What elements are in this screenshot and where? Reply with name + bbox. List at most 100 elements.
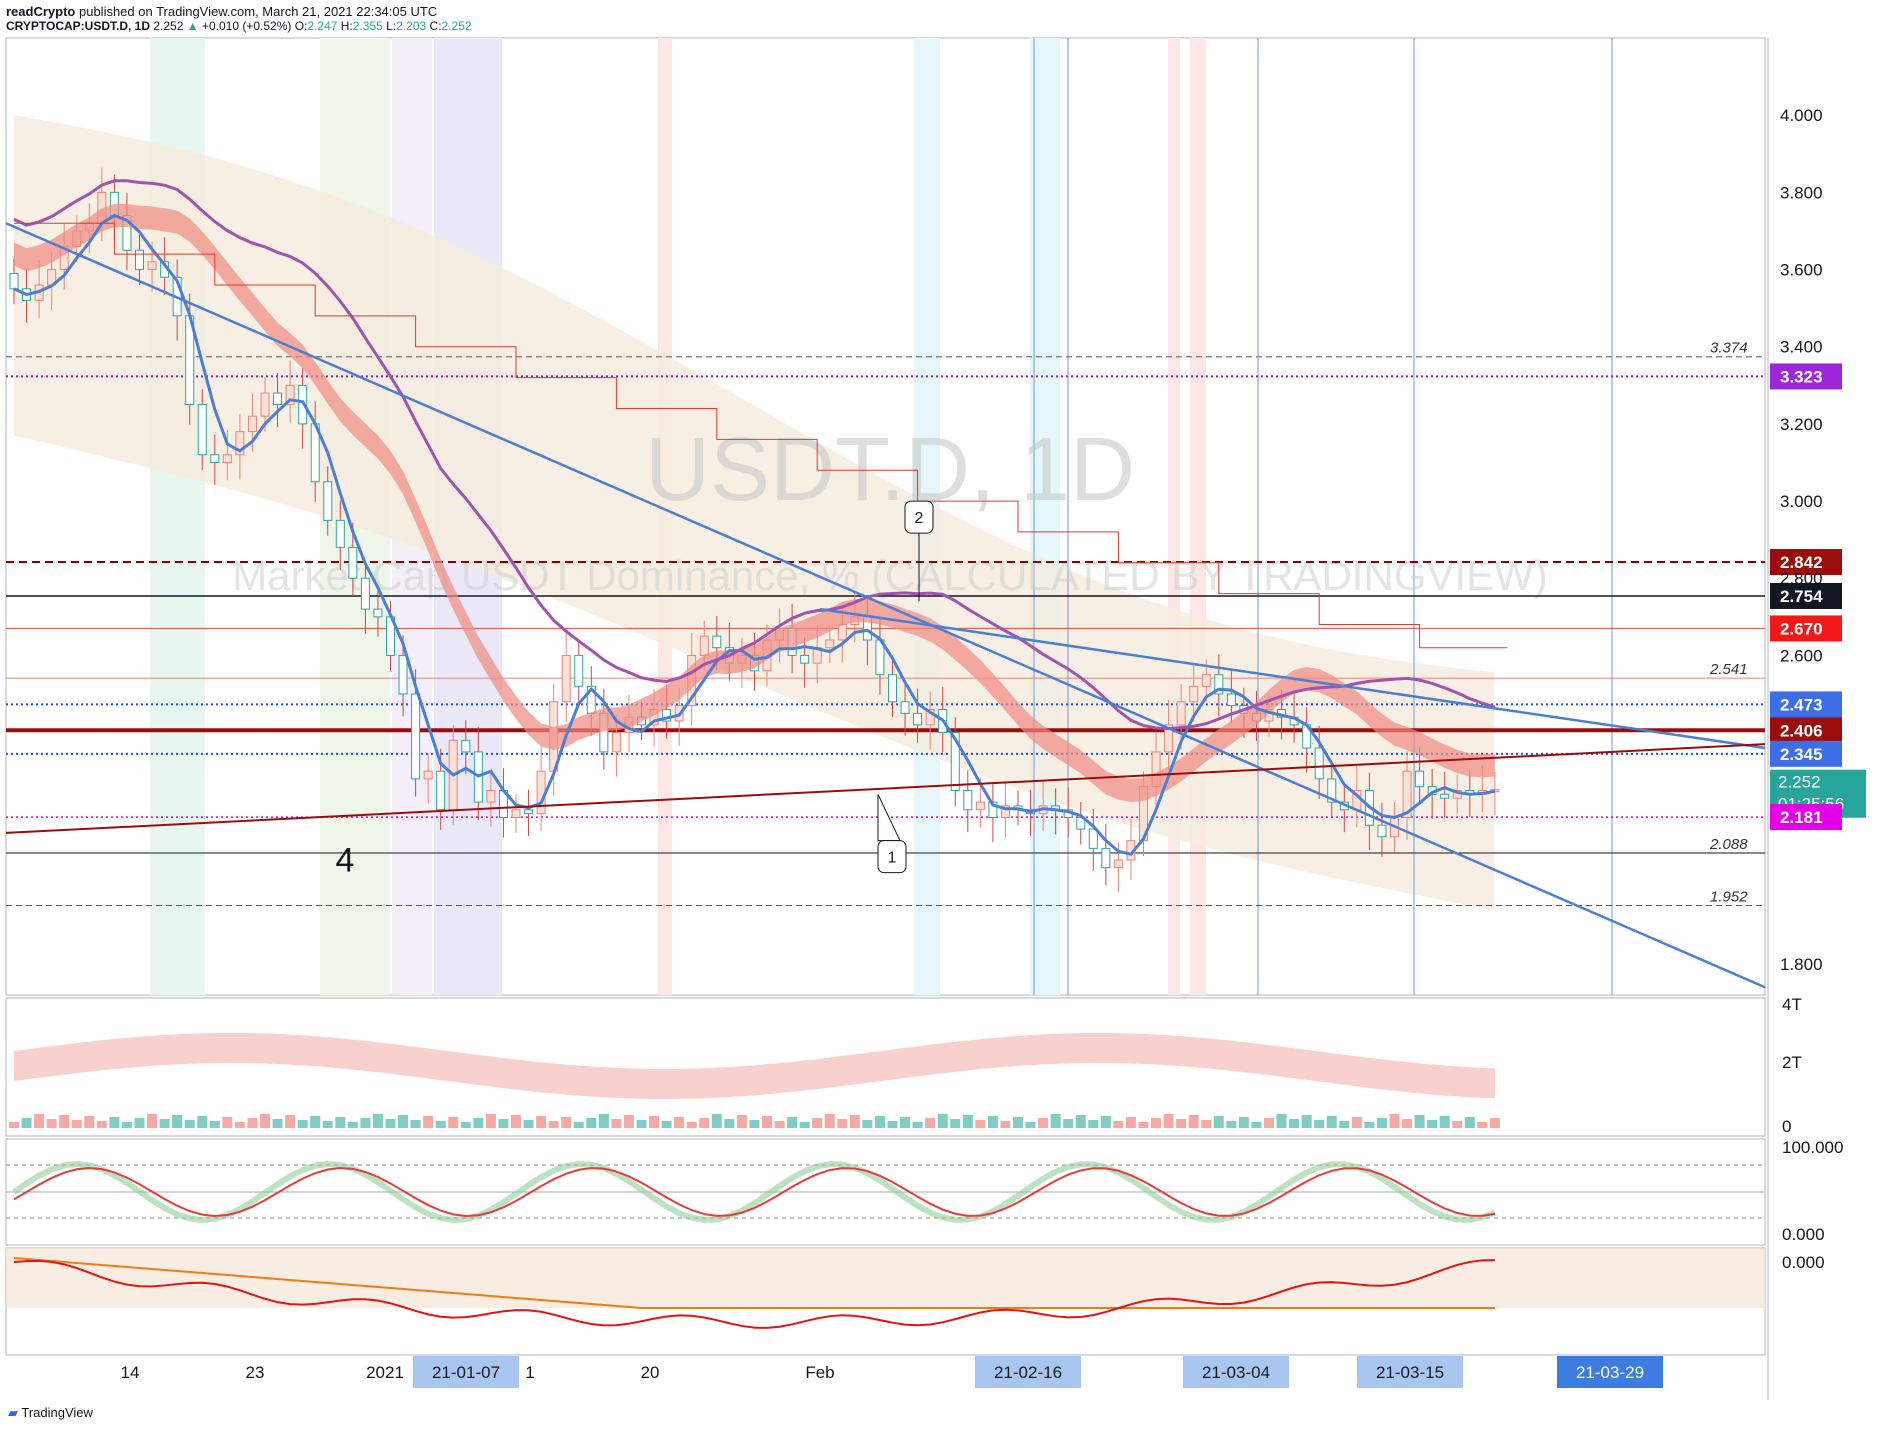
volume-bar (285, 1115, 296, 1128)
candle-body (273, 392, 283, 406)
stoch-k-ribbon (12, 1160, 1496, 1224)
volume-bar (862, 1120, 873, 1128)
candle-body (524, 809, 534, 815)
level-tag-text-2.406: 2.406 (1780, 721, 1823, 740)
candle-body (963, 789, 973, 811)
volume-bar (423, 1116, 434, 1128)
volume-bar (799, 1122, 810, 1128)
stoch-label-bottom: 0.000 (1782, 1225, 1825, 1244)
candle-body (950, 732, 960, 791)
candle-body (888, 674, 897, 703)
volume-bar (686, 1122, 697, 1128)
volume-bar (962, 1115, 973, 1128)
volume-bar (762, 1116, 772, 1128)
volume-bar (536, 1116, 547, 1128)
c-label: C: (429, 19, 442, 33)
label-4: 4 (336, 842, 355, 880)
tradingview-logo[interactable]: ▰ TradingView (8, 1405, 93, 1421)
candle-body (461, 739, 471, 753)
volume-bar (1439, 1116, 1450, 1128)
candle-body (913, 712, 923, 726)
x-tick-label: 21-03-15 (1376, 1363, 1444, 1382)
volume-bar (172, 1115, 183, 1128)
volume-bar (1201, 1120, 1212, 1128)
publisher-name[interactable]: readCrypto (6, 4, 76, 19)
candle-body (260, 392, 270, 417)
x-tick-label: 21-03-29 (1576, 1363, 1644, 1382)
stoch-label-top: 100.000 (1782, 1138, 1843, 1157)
candle-body (1164, 724, 1174, 753)
volume-bar (1151, 1118, 1162, 1128)
candle-body (712, 635, 722, 649)
volume-bar (598, 1114, 609, 1128)
highlight-band (1168, 38, 1180, 995)
volume-bar (1125, 1117, 1136, 1128)
level-label-2.088: 2.088 (1709, 836, 1748, 853)
volume-bar (1364, 1122, 1375, 1128)
volume-bar (498, 1119, 509, 1128)
level-tag-2.670 (1770, 615, 1842, 642)
level-tag-text-3.323: 3.323 (1780, 367, 1823, 386)
volume-bar (347, 1122, 358, 1128)
volume-bar (1138, 1122, 1149, 1128)
candle-body (1189, 685, 1199, 703)
volume-bar (335, 1117, 346, 1128)
volume-bar (448, 1117, 459, 1128)
tradingview-icon: ▰ (8, 1405, 18, 1420)
volume-bar (1063, 1119, 1074, 1128)
volume-bar (573, 1122, 584, 1128)
volume-bar (1289, 1119, 1300, 1128)
volume-bar (561, 1117, 572, 1128)
x-tick-box (1557, 1356, 1663, 1388)
volume-bar (1376, 1118, 1387, 1128)
volume-bar (1113, 1121, 1124, 1128)
volume-bar (812, 1118, 823, 1128)
volume-bar (1301, 1115, 1312, 1128)
candle-body (574, 654, 584, 687)
volume-bar (121, 1122, 132, 1128)
volume-bar (1251, 1122, 1262, 1128)
volume-bar (222, 1117, 233, 1128)
x-tick-box (975, 1356, 1081, 1388)
x-tick-label: 14 (121, 1363, 140, 1382)
candle-body (9, 272, 19, 290)
candle-body (662, 708, 672, 722)
y-tick-label: 3.600 (1780, 261, 1823, 280)
symbol-title[interactable]: CRYPTOCAP:USDT.D, 1D (6, 19, 151, 33)
candle-body (1415, 770, 1425, 788)
volume-bar (912, 1122, 923, 1128)
rising-support-line (5, 743, 1766, 834)
volume-bar (937, 1114, 948, 1128)
volume-bar (774, 1121, 785, 1128)
volume-bar (134, 1118, 145, 1128)
stoch-d-line (13, 1166, 1496, 1217)
candle-body (825, 639, 835, 649)
candle-body (925, 708, 935, 726)
x-tick-label: 21-02-16 (994, 1363, 1062, 1382)
volume-bar (360, 1118, 371, 1128)
signal-line (13, 1257, 1495, 1309)
volume-bar (84, 1116, 95, 1128)
candle-body (1113, 859, 1123, 869)
volume-bar (1389, 1114, 1400, 1128)
volume-bar (699, 1118, 710, 1128)
volume-bar (1452, 1121, 1463, 1128)
volume-bar (398, 1115, 409, 1128)
x-tick-box (1183, 1356, 1289, 1388)
volume-bar (674, 1117, 685, 1128)
y-tick-label: 3.800 (1780, 183, 1823, 202)
volume-bar (874, 1116, 885, 1128)
momentum-line (13, 1259, 1495, 1329)
volume-bar (987, 1116, 998, 1128)
volume-bar (21, 1118, 32, 1128)
x-tick-label: 21-01-07 (432, 1363, 500, 1382)
volume-bar (1226, 1121, 1237, 1128)
volume-bar (46, 1119, 57, 1128)
volume-bar (272, 1119, 283, 1128)
volume-bar (247, 1118, 258, 1128)
y-tick-label: 2.600 (1780, 646, 1823, 665)
x-tick-label: 1 (525, 1363, 534, 1382)
candle-body (1214, 674, 1224, 695)
x-tick-label: 21-03-04 (1202, 1363, 1270, 1382)
